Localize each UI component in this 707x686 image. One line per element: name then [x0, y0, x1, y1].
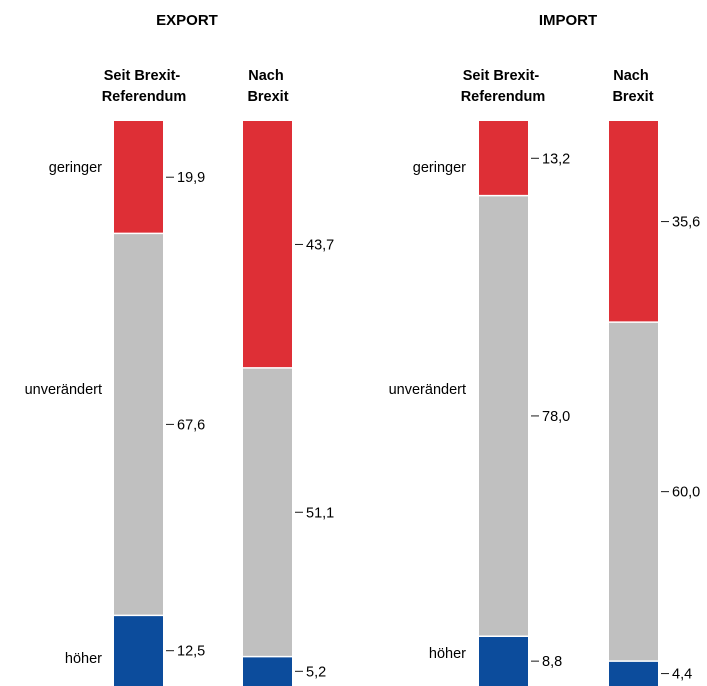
category-label-import-geringer: geringer: [413, 160, 466, 176]
value-label-export-1-hoeher: 5,2: [306, 664, 326, 680]
bar-header-line: Nach: [613, 68, 648, 84]
bar-segment-import-1-hoeher: [609, 661, 658, 686]
category-label-export-geringer: geringer: [49, 160, 102, 176]
group-title-import: IMPORT: [539, 12, 597, 29]
value-label-import-0-unveraendert: 78,0: [542, 409, 570, 425]
category-label-export-hoeher: höher: [65, 651, 102, 667]
value-label-export-1-geringer: 43,7: [306, 237, 334, 253]
value-label-export-0-geringer: 19,9: [177, 170, 205, 186]
bar-segment-export-1-geringer: [243, 121, 292, 368]
bar-stacks: 19,9 67,6 12,5 43,7 51,1 5,2 13,2 78,0 8,8 35,6 60…: [114, 121, 700, 686]
value-label-import-1-hoeher: 4,4: [672, 667, 692, 683]
bar-header-export-nach: Nach Brexit: [247, 68, 288, 105]
bar-segment-import-0-hoeher: [479, 636, 528, 686]
value-label-import-1-geringer: 35,6: [672, 215, 700, 231]
bar-header-line: Referendum: [461, 89, 546, 105]
category-label-import-hoeher: höher: [429, 646, 466, 662]
bar-segment-import-1-unveraendert: [609, 322, 658, 662]
category-label-export-unveraendert: unverändert: [25, 382, 102, 398]
bar-segment-import-0-geringer: [479, 121, 528, 196]
value-label-export-1-unveraendert: 51,1: [306, 505, 334, 521]
value-label-import-1-unveraendert: 60,0: [672, 485, 700, 501]
bar-header-import-referendum: Seit Brexit- Referendum: [461, 68, 546, 105]
bar-header-line: Referendum: [102, 89, 187, 105]
bar-header-line: Nach: [248, 68, 283, 84]
bar-header-line: Seit Brexit-: [463, 68, 540, 84]
bar-segment-export-1-hoeher: [243, 656, 292, 686]
bar-header-import-nach: Nach Brexit: [612, 68, 653, 105]
bar-header-export-referendum: Seit Brexit- Referendum: [102, 68, 187, 105]
value-label-export-0-hoeher: 12,5: [177, 644, 205, 660]
bar-segment-export-0-unveraendert: [114, 233, 163, 616]
bar-segment-export-1-unveraendert: [243, 367, 292, 657]
group-title-export: EXPORT: [156, 12, 218, 29]
category-label-import-unveraendert: unverändert: [389, 382, 466, 398]
value-label-export-0-unveraendert: 67,6: [177, 417, 205, 433]
bar-header-line: Seit Brexit-: [104, 68, 181, 84]
bar-segment-import-1-geringer: [609, 121, 658, 323]
bar-header-line: Brexit: [612, 89, 653, 105]
value-label-import-0-hoeher: 8,8: [542, 654, 562, 670]
bar-segment-import-0-unveraendert: [479, 195, 528, 637]
value-label-import-0-geringer: 13,2: [542, 151, 570, 167]
bar-segment-export-0-hoeher: [114, 615, 163, 686]
bar-header-line: Brexit: [247, 89, 288, 105]
bar-segment-export-0-geringer: [114, 121, 163, 234]
